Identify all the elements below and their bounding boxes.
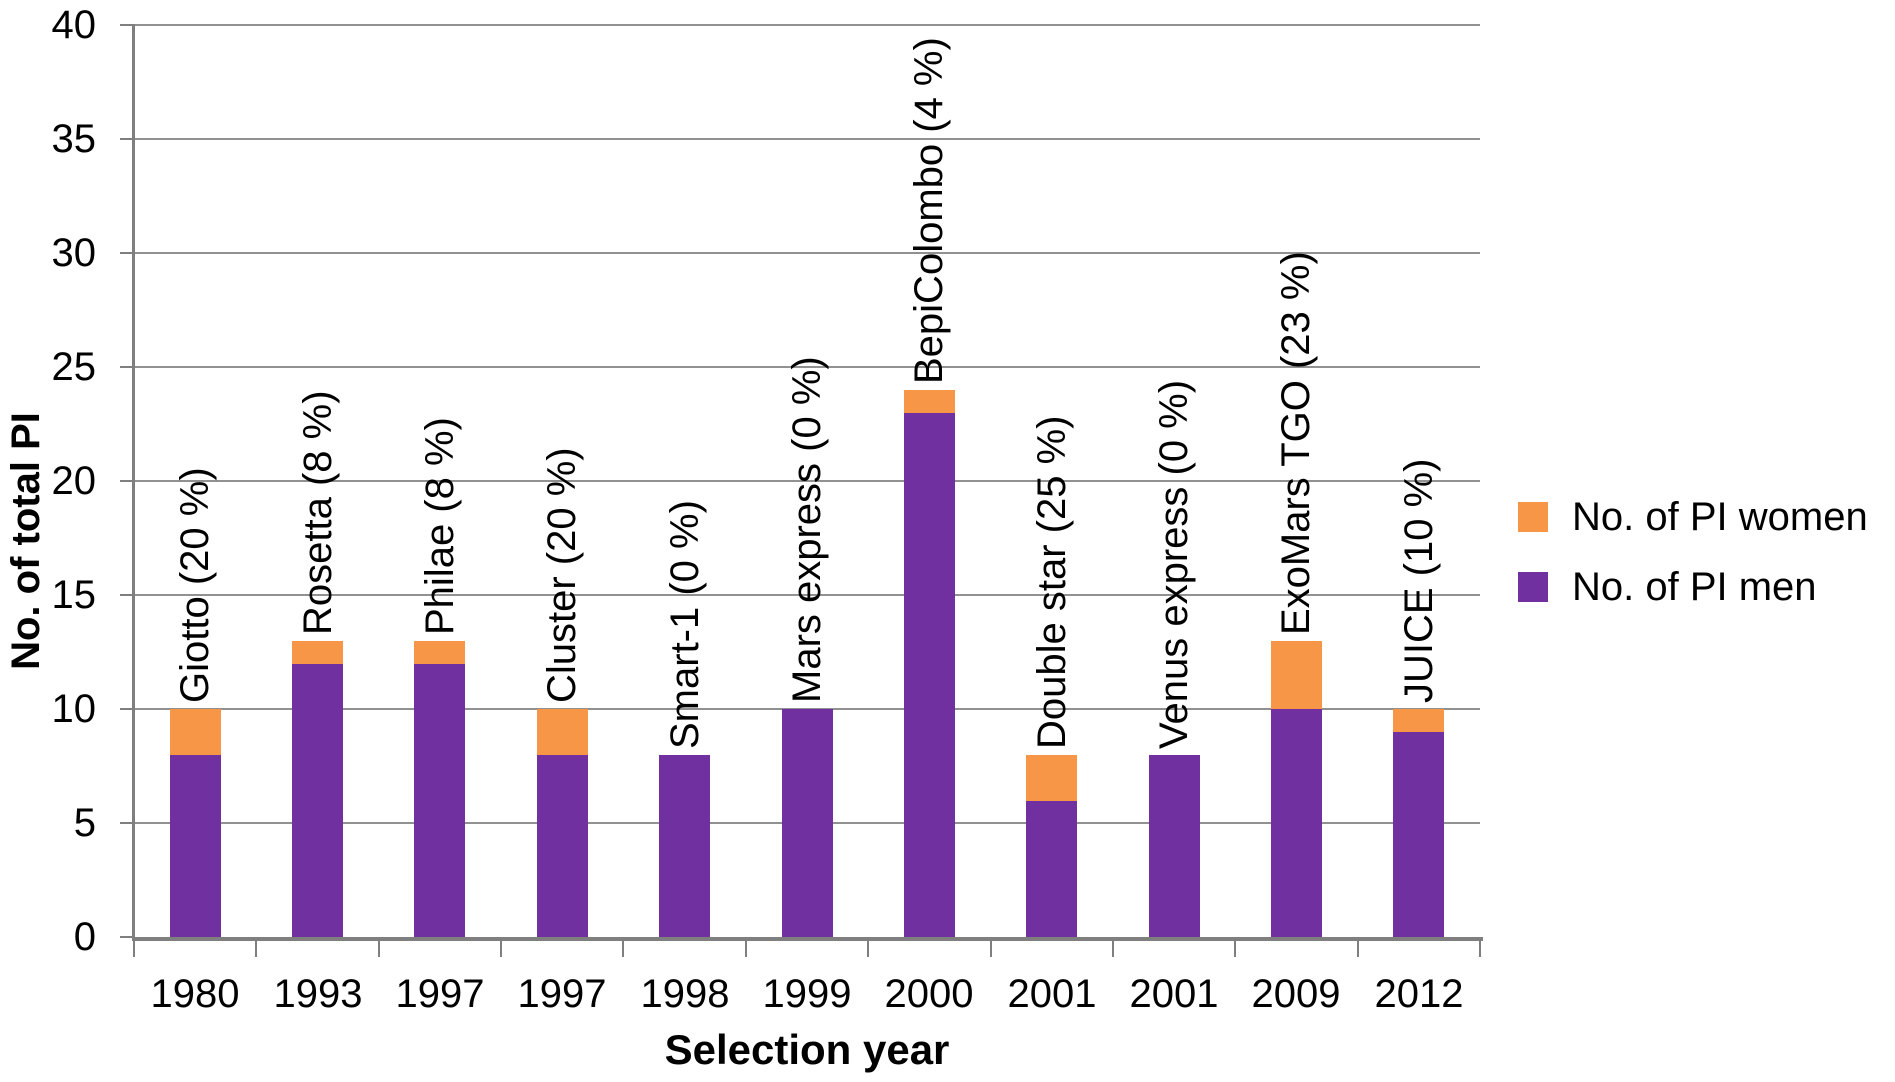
y-axis-tick-label: 10 <box>51 687 97 731</box>
bar-label: Double star (25 %) <box>1030 415 1074 749</box>
bar-segment-men <box>782 709 833 937</box>
x-axis-tick-label: 1999 <box>762 972 852 1016</box>
x-axis-tick <box>378 939 380 957</box>
bar-label: Cluster (20 %) <box>540 447 584 703</box>
gridline <box>134 138 1480 140</box>
y-axis-tick <box>120 366 134 368</box>
legend-label-women: No. of PI women <box>1572 495 1868 539</box>
bar-segment-men <box>1393 732 1444 937</box>
legend-swatch-men-icon <box>1518 572 1548 602</box>
bar-segment-women <box>170 709 221 755</box>
y-axis-tick-label: 35 <box>51 117 97 161</box>
y-axis-line <box>132 24 135 941</box>
x-axis-tick-label: 1993 <box>273 972 363 1016</box>
x-axis-tick <box>1234 939 1236 957</box>
x-axis-title: Selection year <box>664 1026 950 1073</box>
gridline <box>134 366 1480 368</box>
bar-segment-women <box>1271 641 1322 709</box>
bar-label: JUICE (10 %) <box>1397 458 1441 704</box>
bar-segment-women <box>904 390 955 413</box>
x-axis-tick <box>622 939 624 957</box>
y-axis-tick-label: 30 <box>51 231 97 275</box>
x-axis-tick <box>1112 939 1114 957</box>
y-axis-tick-label: 25 <box>51 345 97 389</box>
bar-segment-men <box>537 755 588 937</box>
y-axis-title: No. of total PI <box>4 412 48 670</box>
gridline <box>134 480 1480 482</box>
y-axis-tick <box>120 24 134 26</box>
legend-item-women: No. of PI women <box>1518 495 1868 539</box>
y-axis-tick <box>120 708 134 710</box>
gridline <box>134 24 1480 26</box>
bar-label: Venus express (0 %) <box>1152 379 1196 749</box>
gridline <box>134 594 1480 596</box>
x-axis-tick <box>990 939 992 957</box>
bar-segment-men <box>904 413 955 937</box>
x-axis-tick-label: 2000 <box>884 972 974 1016</box>
x-axis-line <box>132 937 1483 941</box>
bar-segment-men <box>414 663 465 937</box>
x-axis-tick <box>1479 939 1481 957</box>
bar-segment-women <box>1026 755 1077 801</box>
bar-segment-women <box>537 709 588 755</box>
bar-segment-women <box>414 641 465 664</box>
x-axis-tick-label: 2001 <box>1007 972 1097 1016</box>
y-axis-tick <box>120 480 134 482</box>
bar-label: BepiColombo (4 %) <box>907 37 951 384</box>
gridline <box>134 252 1480 254</box>
bar-segment-men <box>659 755 710 937</box>
x-axis-tick-label: 2012 <box>1374 972 1464 1016</box>
x-axis-tick-label: 1997 <box>517 972 607 1016</box>
x-axis-tick <box>255 939 257 957</box>
legend-item-men: No. of PI men <box>1518 565 1868 609</box>
y-axis-tick-label: 20 <box>51 459 97 503</box>
bar-segment-women <box>1393 709 1444 732</box>
bar-label: Rosetta (8 %) <box>296 390 340 635</box>
bar-segment-men <box>1271 709 1322 937</box>
y-axis-tick <box>120 252 134 254</box>
y-axis-tick-label: 5 <box>73 801 96 845</box>
bar-label: ExoMars TGO (23 %) <box>1274 251 1318 635</box>
x-axis-tick <box>1357 939 1359 957</box>
y-axis-tick-label: 40 <box>51 3 97 47</box>
bar-label: Smart-1 (0 %) <box>663 500 707 749</box>
x-axis-tick <box>500 939 502 957</box>
bar-label: Philae (8 %) <box>418 417 462 635</box>
legend: No. of PI women No. of PI men <box>1518 495 1868 635</box>
legend-label-men: No. of PI men <box>1572 565 1817 609</box>
bar-label: Mars express (0 %) <box>785 356 829 703</box>
x-axis-tick-label: 1980 <box>150 972 240 1016</box>
bar-segment-women <box>292 641 343 664</box>
x-axis-tick <box>745 939 747 957</box>
bar-segment-men <box>170 755 221 937</box>
bar-label: Giotto (20 %) <box>173 467 217 703</box>
bar-segment-men <box>1149 755 1200 937</box>
bar-segment-men <box>292 663 343 937</box>
x-axis-tick-label: 2001 <box>1129 972 1219 1016</box>
y-axis-tick <box>120 936 134 938</box>
x-axis-tick-label: 1998 <box>640 972 730 1016</box>
y-axis-tick <box>120 594 134 596</box>
x-axis-tick <box>133 939 135 957</box>
y-axis-tick <box>120 822 134 824</box>
bar-segment-men <box>1026 800 1077 937</box>
x-axis-tick-label: 2009 <box>1251 972 1341 1016</box>
y-axis-tick <box>120 138 134 140</box>
y-axis-tick-label: 0 <box>73 915 96 959</box>
y-axis-tick-label: 15 <box>51 573 97 617</box>
x-axis-tick <box>867 939 869 957</box>
x-axis-tick-label: 1997 <box>395 972 485 1016</box>
legend-swatch-women-icon <box>1518 502 1548 532</box>
